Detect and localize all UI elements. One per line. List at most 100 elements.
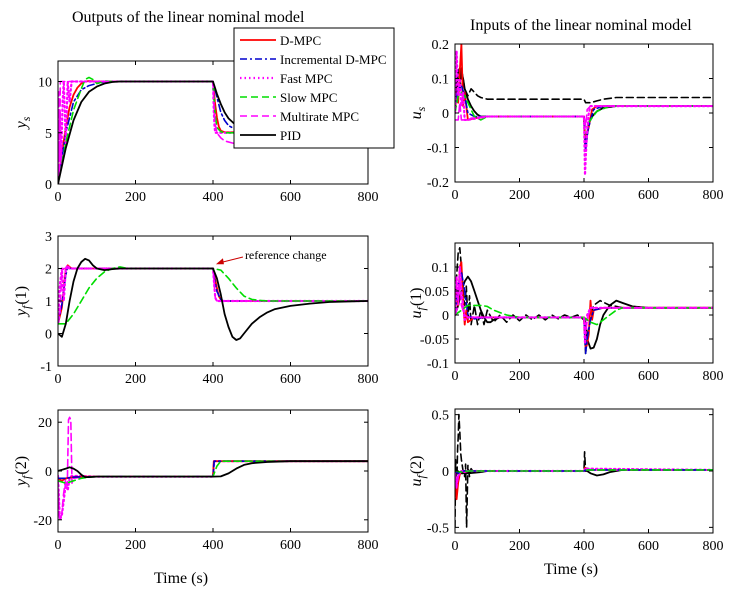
y-tick-label: 20 (38, 416, 52, 431)
x-tick-label: 200 (125, 538, 146, 553)
series-line-uf1-black-dashed (455, 247, 713, 355)
legend-label: PID (280, 128, 301, 143)
y-tick-label: -0.1 (427, 357, 449, 372)
y-tick-label: -0.1 (427, 142, 449, 157)
y-label-subscript: f (19, 474, 33, 479)
series-group-uf1 (455, 247, 713, 355)
panel-uf2: 0 200 400 600 800-0.500.5uf(2) (408, 408, 724, 554)
y-label-base: u (408, 311, 425, 319)
series-line-uf1-multirate-mpc (455, 275, 713, 336)
series-line-uf2-incremental-d-mpc (455, 469, 713, 475)
x-tick-label: 800 (703, 539, 724, 554)
x-tick-label: 800 (703, 369, 724, 384)
y-label-subscript: s (19, 116, 33, 121)
y-tick-label: 0.5 (432, 409, 450, 424)
series-line-us-black-dashed (455, 67, 713, 107)
x-tick-label: 600 (280, 190, 301, 205)
legend-box (233, 27, 395, 149)
x-tick-label: 800 (358, 538, 379, 553)
x-tick-label: 600 (280, 538, 301, 553)
y-axis-label-ys: ys (13, 116, 33, 130)
x-tick-label: 200 (125, 190, 146, 205)
y-tick-label: 3 (45, 230, 52, 245)
x-tick-label: 400 (574, 369, 595, 384)
y-axis-label-uf1: uf(1) (408, 288, 428, 319)
x-tick-label: 400 (203, 372, 224, 387)
y-tick-label: 1 (45, 295, 52, 310)
y-label-base: u (408, 111, 425, 119)
series-group-yf1 (58, 257, 368, 341)
y-tick-label: -0.2 (427, 176, 449, 191)
y-label-base: y (13, 478, 30, 488)
y-axis-label-yf2: yf(2) (13, 456, 33, 488)
x-tick-label: 400 (574, 188, 595, 203)
legend-label: Multirate MPC (280, 109, 359, 124)
y-tick-label: 0.1 (432, 261, 450, 276)
legend: D-MPC Incremental D-MPC Fast MPC Slow MPC Mu… (233, 27, 395, 149)
series-group-uf2 (455, 413, 713, 529)
annotation-text: reference change (245, 248, 327, 262)
y-label-subscript: f (414, 474, 428, 479)
x-tick-label: 400 (203, 538, 224, 553)
series-line-uf1-fast-mpc (455, 265, 713, 345)
legend-label: D-MPC (280, 33, 321, 48)
y-label-base: y (13, 308, 30, 318)
y-axis-label-uf2: uf(2) (408, 456, 428, 487)
x-tick-label: 0 (55, 190, 62, 205)
x-tick-label: 600 (638, 188, 659, 203)
plot-frame-us (454, 43, 714, 183)
y-label-subscript: f (19, 304, 33, 309)
x-tick-label: 600 (638, 539, 659, 554)
legend-label: Fast MPC (280, 71, 332, 86)
x-tick-label: 600 (638, 369, 659, 384)
x-tick-label: 400 (203, 190, 224, 205)
x-tick-label: 0 (55, 372, 62, 387)
annotation-yf1: reference change (215, 248, 327, 265)
x-tick-label: 400 (574, 539, 595, 554)
y-tick-label: -0.05 (420, 333, 449, 348)
y-tick-label: 5 (45, 127, 52, 142)
legend-label: Slow MPC (280, 90, 337, 105)
plot-frame-uf1 (454, 242, 714, 364)
y-tick-label: 0.1 (432, 73, 450, 88)
y-label-suffix: (2) (13, 456, 30, 475)
series-line-yf2-pid (58, 460, 368, 479)
y-tick-label: 10 (38, 76, 52, 91)
x-tick-label: 200 (125, 372, 146, 387)
x-tick-label: 800 (703, 188, 724, 203)
y-label-subscript: f (414, 306, 428, 311)
y-tick-label: 2 (45, 263, 52, 278)
x-tick-label: 200 (509, 539, 530, 554)
panel-ys: 0 200 400 600 800 0 5 10 ys (13, 60, 379, 205)
panel-us: 0 200 400 600 800 -0.2 -0.1 0 0.1 0.2 us (408, 38, 724, 203)
x-axis-label-right: Time (s) (544, 561, 598, 578)
y-tick-label: 0 (45, 465, 52, 480)
x-tick-label: 200 (509, 369, 530, 384)
series-line-yf1-slow-mpc (58, 266, 368, 325)
series-group-us (455, 44, 713, 177)
x-tick-label: 0 (452, 188, 459, 203)
series-line-uf2-slow-mpc (455, 469, 713, 473)
series-line-yf1-multirate-mpc (58, 267, 368, 325)
series-line-us-fast-mpc (455, 49, 713, 177)
series-line-ys-fast-mpc (58, 80, 368, 184)
legend-label: Incremental D-MPC (280, 52, 387, 67)
x-tick-label: 0 (452, 369, 459, 384)
y-label-suffix: (2) (408, 456, 425, 475)
series-line-uf2-black-dashed (455, 413, 713, 529)
y-tick-label: 0 (45, 178, 52, 193)
y-tick-label: 0 (45, 328, 52, 343)
y-axis-label-us: us (408, 106, 428, 119)
y-tick-label: 0 (442, 309, 449, 324)
series-line-uf2-pid (455, 468, 713, 477)
y-label-suffix: (1) (13, 286, 30, 305)
y-label-base: y (13, 120, 30, 130)
y-axis-label-yf1: yf(1) (13, 286, 33, 318)
x-tick-label: 0 (452, 539, 459, 554)
y-tick-label: 0 (442, 107, 449, 122)
y-label-suffix: (1) (408, 288, 425, 307)
x-tick-label: 800 (358, 372, 379, 387)
